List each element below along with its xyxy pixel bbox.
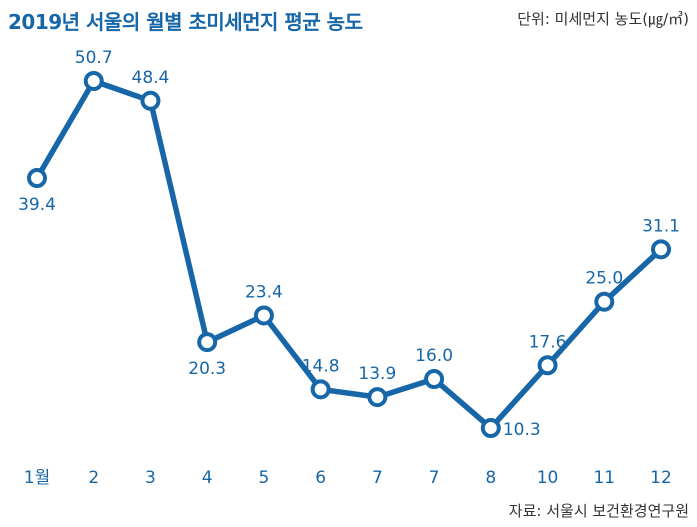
- data-label: 39.4: [18, 195, 56, 215]
- x-tick-label: 8: [485, 468, 496, 488]
- data-point: [140, 90, 161, 111]
- x-tick-label: 11: [593, 468, 615, 488]
- data-label: 23.4: [245, 282, 283, 302]
- data-point: [27, 168, 47, 189]
- x-tick-label: 3: [145, 468, 156, 488]
- data-label: 13.9: [358, 364, 396, 384]
- data-point: [310, 379, 331, 400]
- x-tick-label: 2: [88, 468, 99, 488]
- chart-title: 2019년 서울의 월별 초미세먼지 평균 농도: [8, 10, 363, 34]
- data-point: [83, 71, 104, 91]
- data-label: 50.7: [75, 48, 113, 68]
- data-label: 48.4: [132, 68, 170, 88]
- x-tick-label: 6: [315, 468, 326, 488]
- x-tick-label: 1월: [24, 468, 50, 488]
- x-tick-label: 7: [372, 468, 383, 488]
- data-point: [253, 305, 274, 326]
- x-tick-label: 4: [202, 468, 213, 488]
- x-tick-label: 7: [429, 468, 440, 488]
- x-tick-label: 10: [537, 468, 559, 488]
- unit-label: 단위: 미세먼지 농도(㎍/㎥): [517, 10, 689, 28]
- series-line: [34, 78, 664, 431]
- data-label: 16.0: [415, 346, 453, 366]
- data-point: [367, 387, 388, 408]
- data-point: [537, 355, 558, 376]
- data-point: [424, 369, 445, 390]
- data-label: 20.3: [188, 359, 226, 379]
- x-tick-label: 12: [650, 468, 672, 488]
- source-label: 자료: 서울시 보건환경연구원: [508, 502, 689, 520]
- data-label: 25.0: [585, 269, 623, 289]
- x-tick-label: 5: [258, 468, 269, 488]
- data-point: [594, 291, 615, 312]
- data-point: [480, 418, 501, 438]
- data-point: [197, 332, 218, 353]
- data-label: 17.6: [529, 332, 567, 352]
- data-point: [651, 239, 671, 260]
- data-label: 10.3: [503, 420, 541, 440]
- data-label: 31.1: [642, 216, 680, 236]
- data-label: 14.8: [302, 356, 340, 376]
